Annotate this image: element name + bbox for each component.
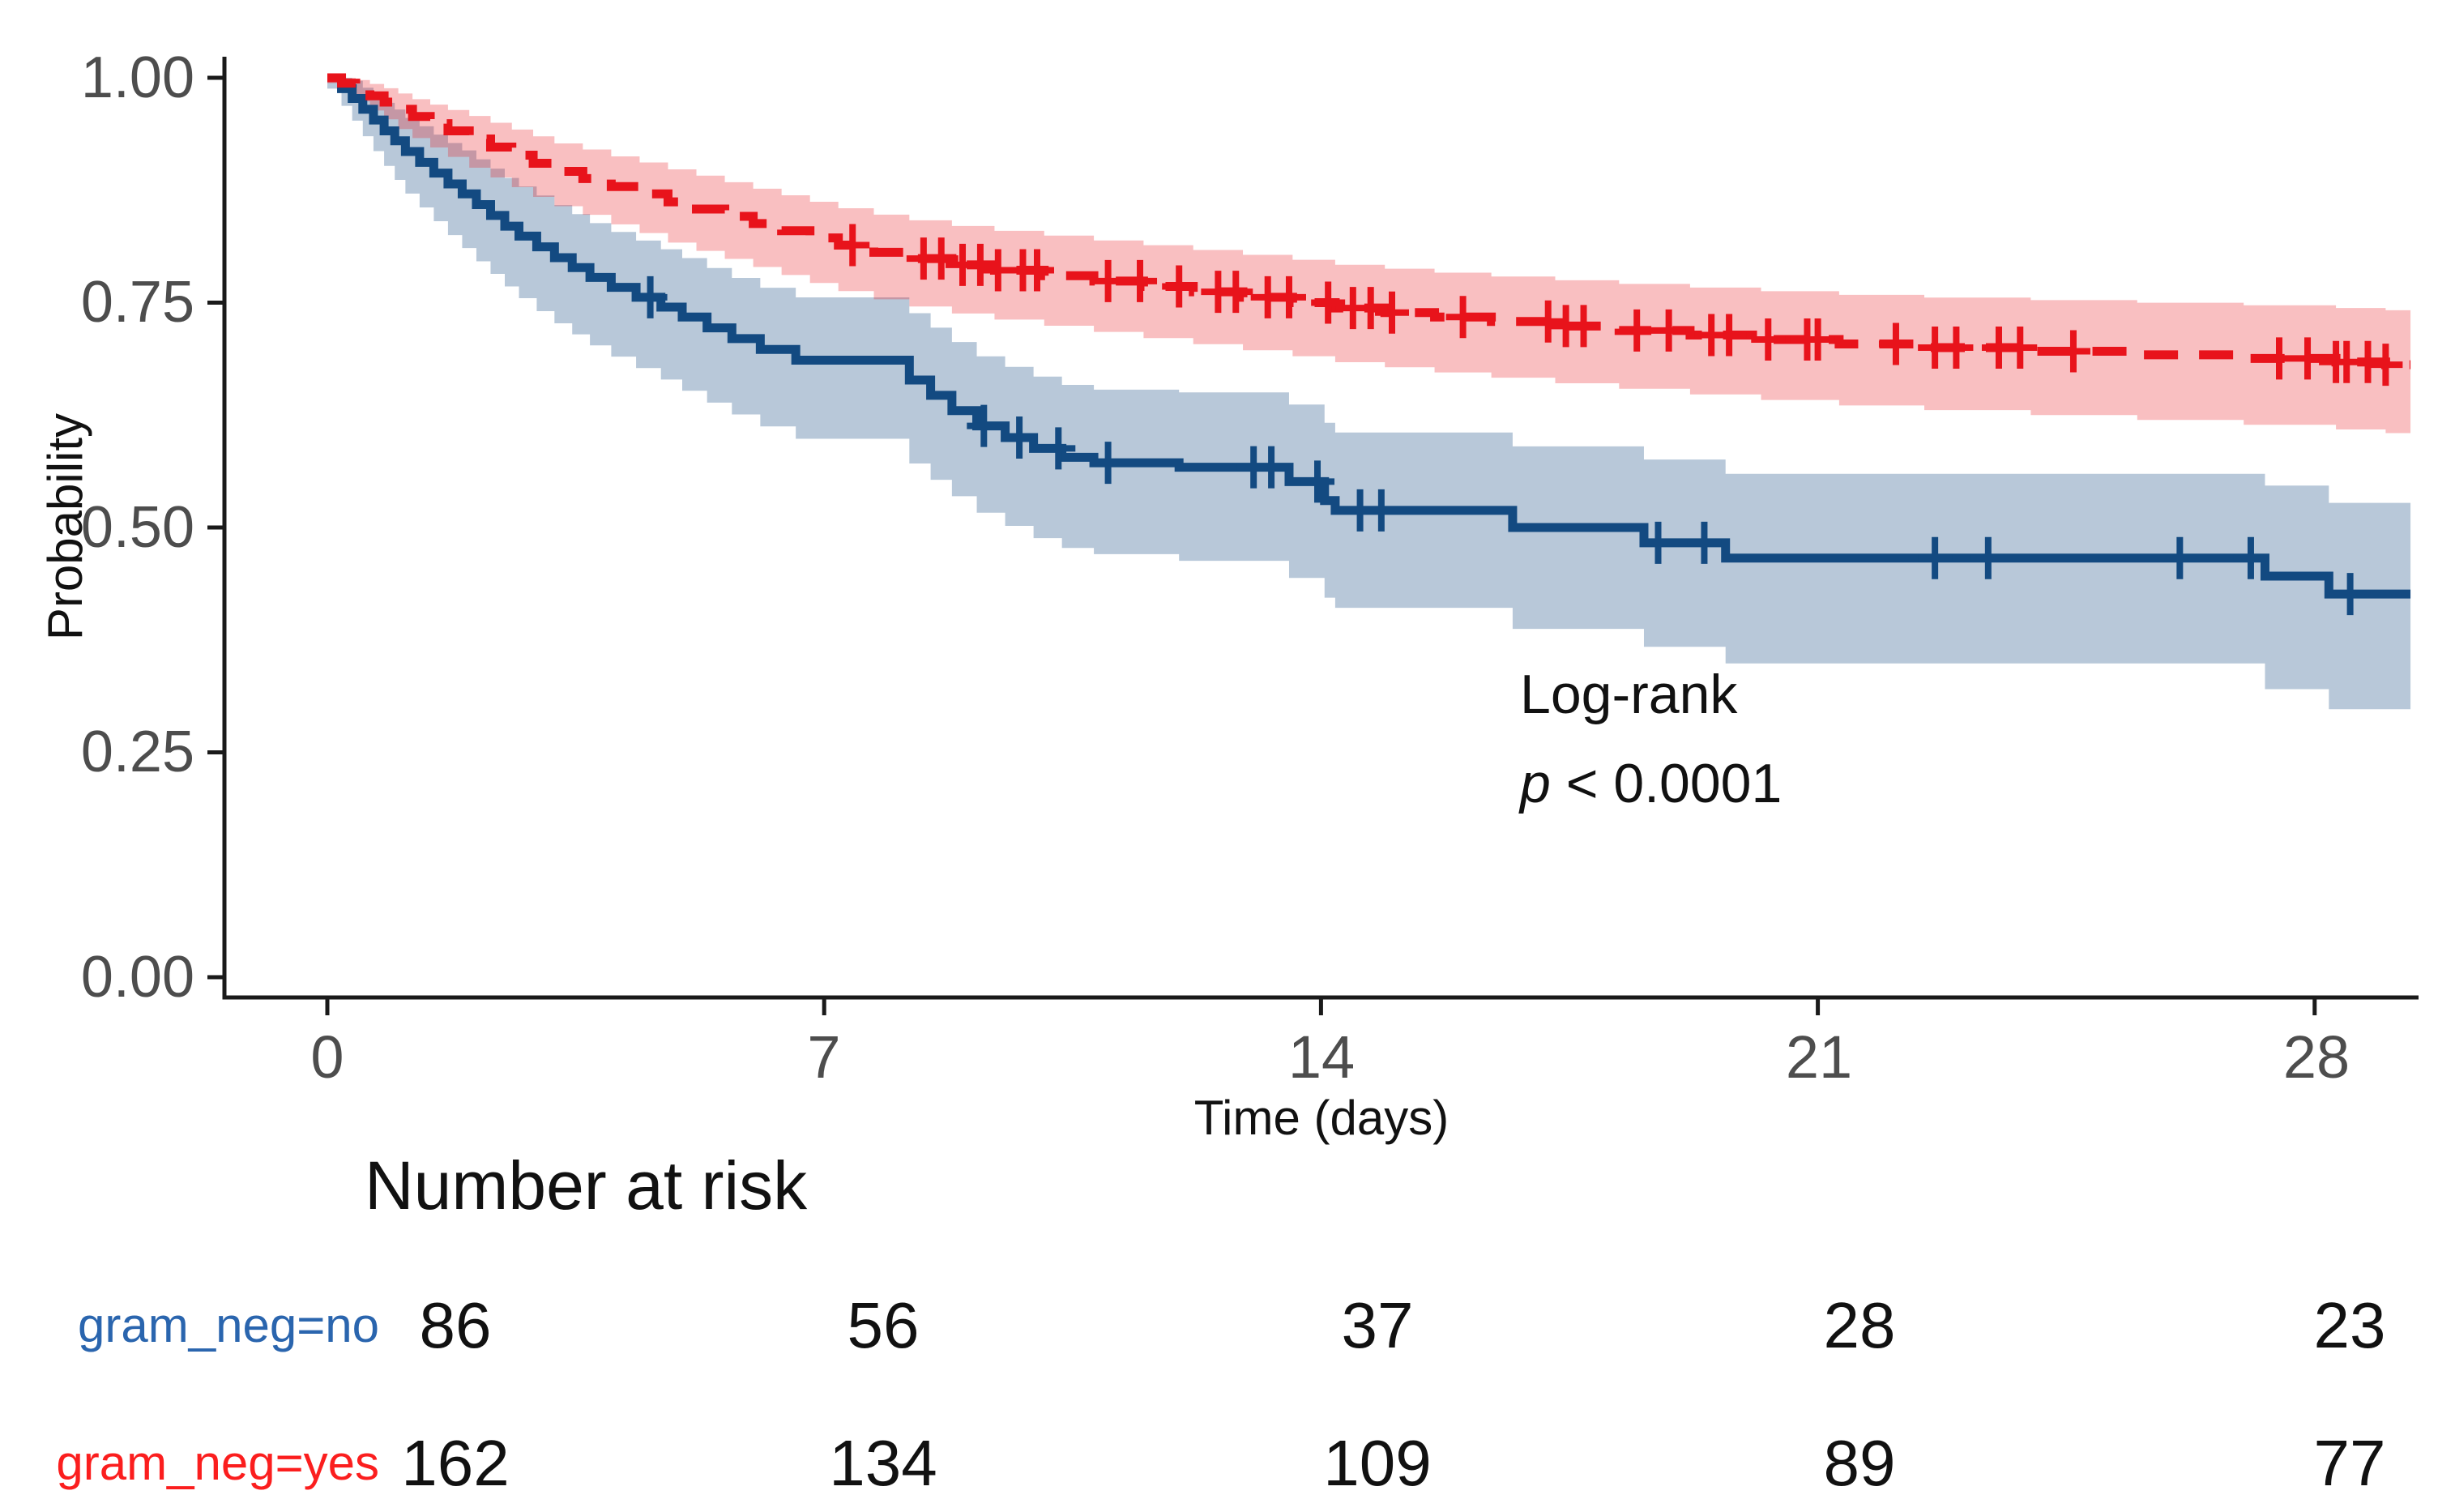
logrank-test-label: Log-rank — [1520, 664, 1738, 725]
risk-row-label-gram-neg-yes: gram_neg=yes — [56, 1436, 379, 1490]
y-tick-label-075: 0.75 — [80, 270, 194, 335]
confidence-band-gram-neg-no — [327, 78, 2411, 710]
y-tick-label-100: 1.00 — [80, 45, 194, 110]
risk-table-title: Number at risk — [365, 1147, 808, 1224]
risk-count-no-day7: 56 — [847, 1289, 920, 1361]
axis-tick-marks — [207, 75, 2317, 1015]
risk-count-no-day0: 86 — [419, 1289, 492, 1361]
risk-count-yes-day14: 109 — [1323, 1427, 1432, 1499]
risk-count-yes-day7: 134 — [829, 1427, 937, 1499]
x-tick-label-7: 7 — [807, 1023, 841, 1091]
x-axis-title: Time (days) — [1193, 1091, 1450, 1145]
survival-curve-gram-neg-no — [327, 73, 2411, 599]
risk-count-no-day21: 28 — [1823, 1289, 1896, 1361]
y-tick-label-000: 0.00 — [80, 945, 194, 1010]
censor-marks-gram-neg-no — [633, 275, 2367, 616]
axis-lines — [222, 57, 2419, 1000]
censor-marks-gram-neg-yes — [835, 224, 2403, 387]
y-tick-label-025: 0.25 — [80, 720, 194, 784]
risk-count-yes-day21: 89 — [1823, 1427, 1896, 1499]
risk-count-yes-day0: 162 — [401, 1427, 510, 1499]
survival-curve-gram-neg-yes — [327, 73, 2411, 369]
p-symbol: p — [1520, 753, 1551, 814]
p-value-text: < 0.0001 — [1550, 753, 1783, 814]
logrank-p-value: p < 0.0001 — [1520, 752, 1782, 815]
y-tick-label-050: 0.50 — [80, 495, 194, 560]
y-axis-title: Probability — [38, 412, 92, 641]
x-tick-label-0: 0 — [310, 1023, 344, 1091]
risk-row-label-gram-neg-no: gram_neg=no — [78, 1298, 379, 1352]
risk-count-yes-day28: 77 — [2313, 1427, 2386, 1499]
risk-count-no-day14: 37 — [1341, 1289, 1414, 1361]
x-tick-label-28: 28 — [2282, 1023, 2350, 1091]
x-tick-label-21: 21 — [1785, 1023, 1853, 1091]
risk-count-no-day28: 23 — [2313, 1289, 2386, 1361]
x-tick-label-14: 14 — [1287, 1023, 1356, 1091]
